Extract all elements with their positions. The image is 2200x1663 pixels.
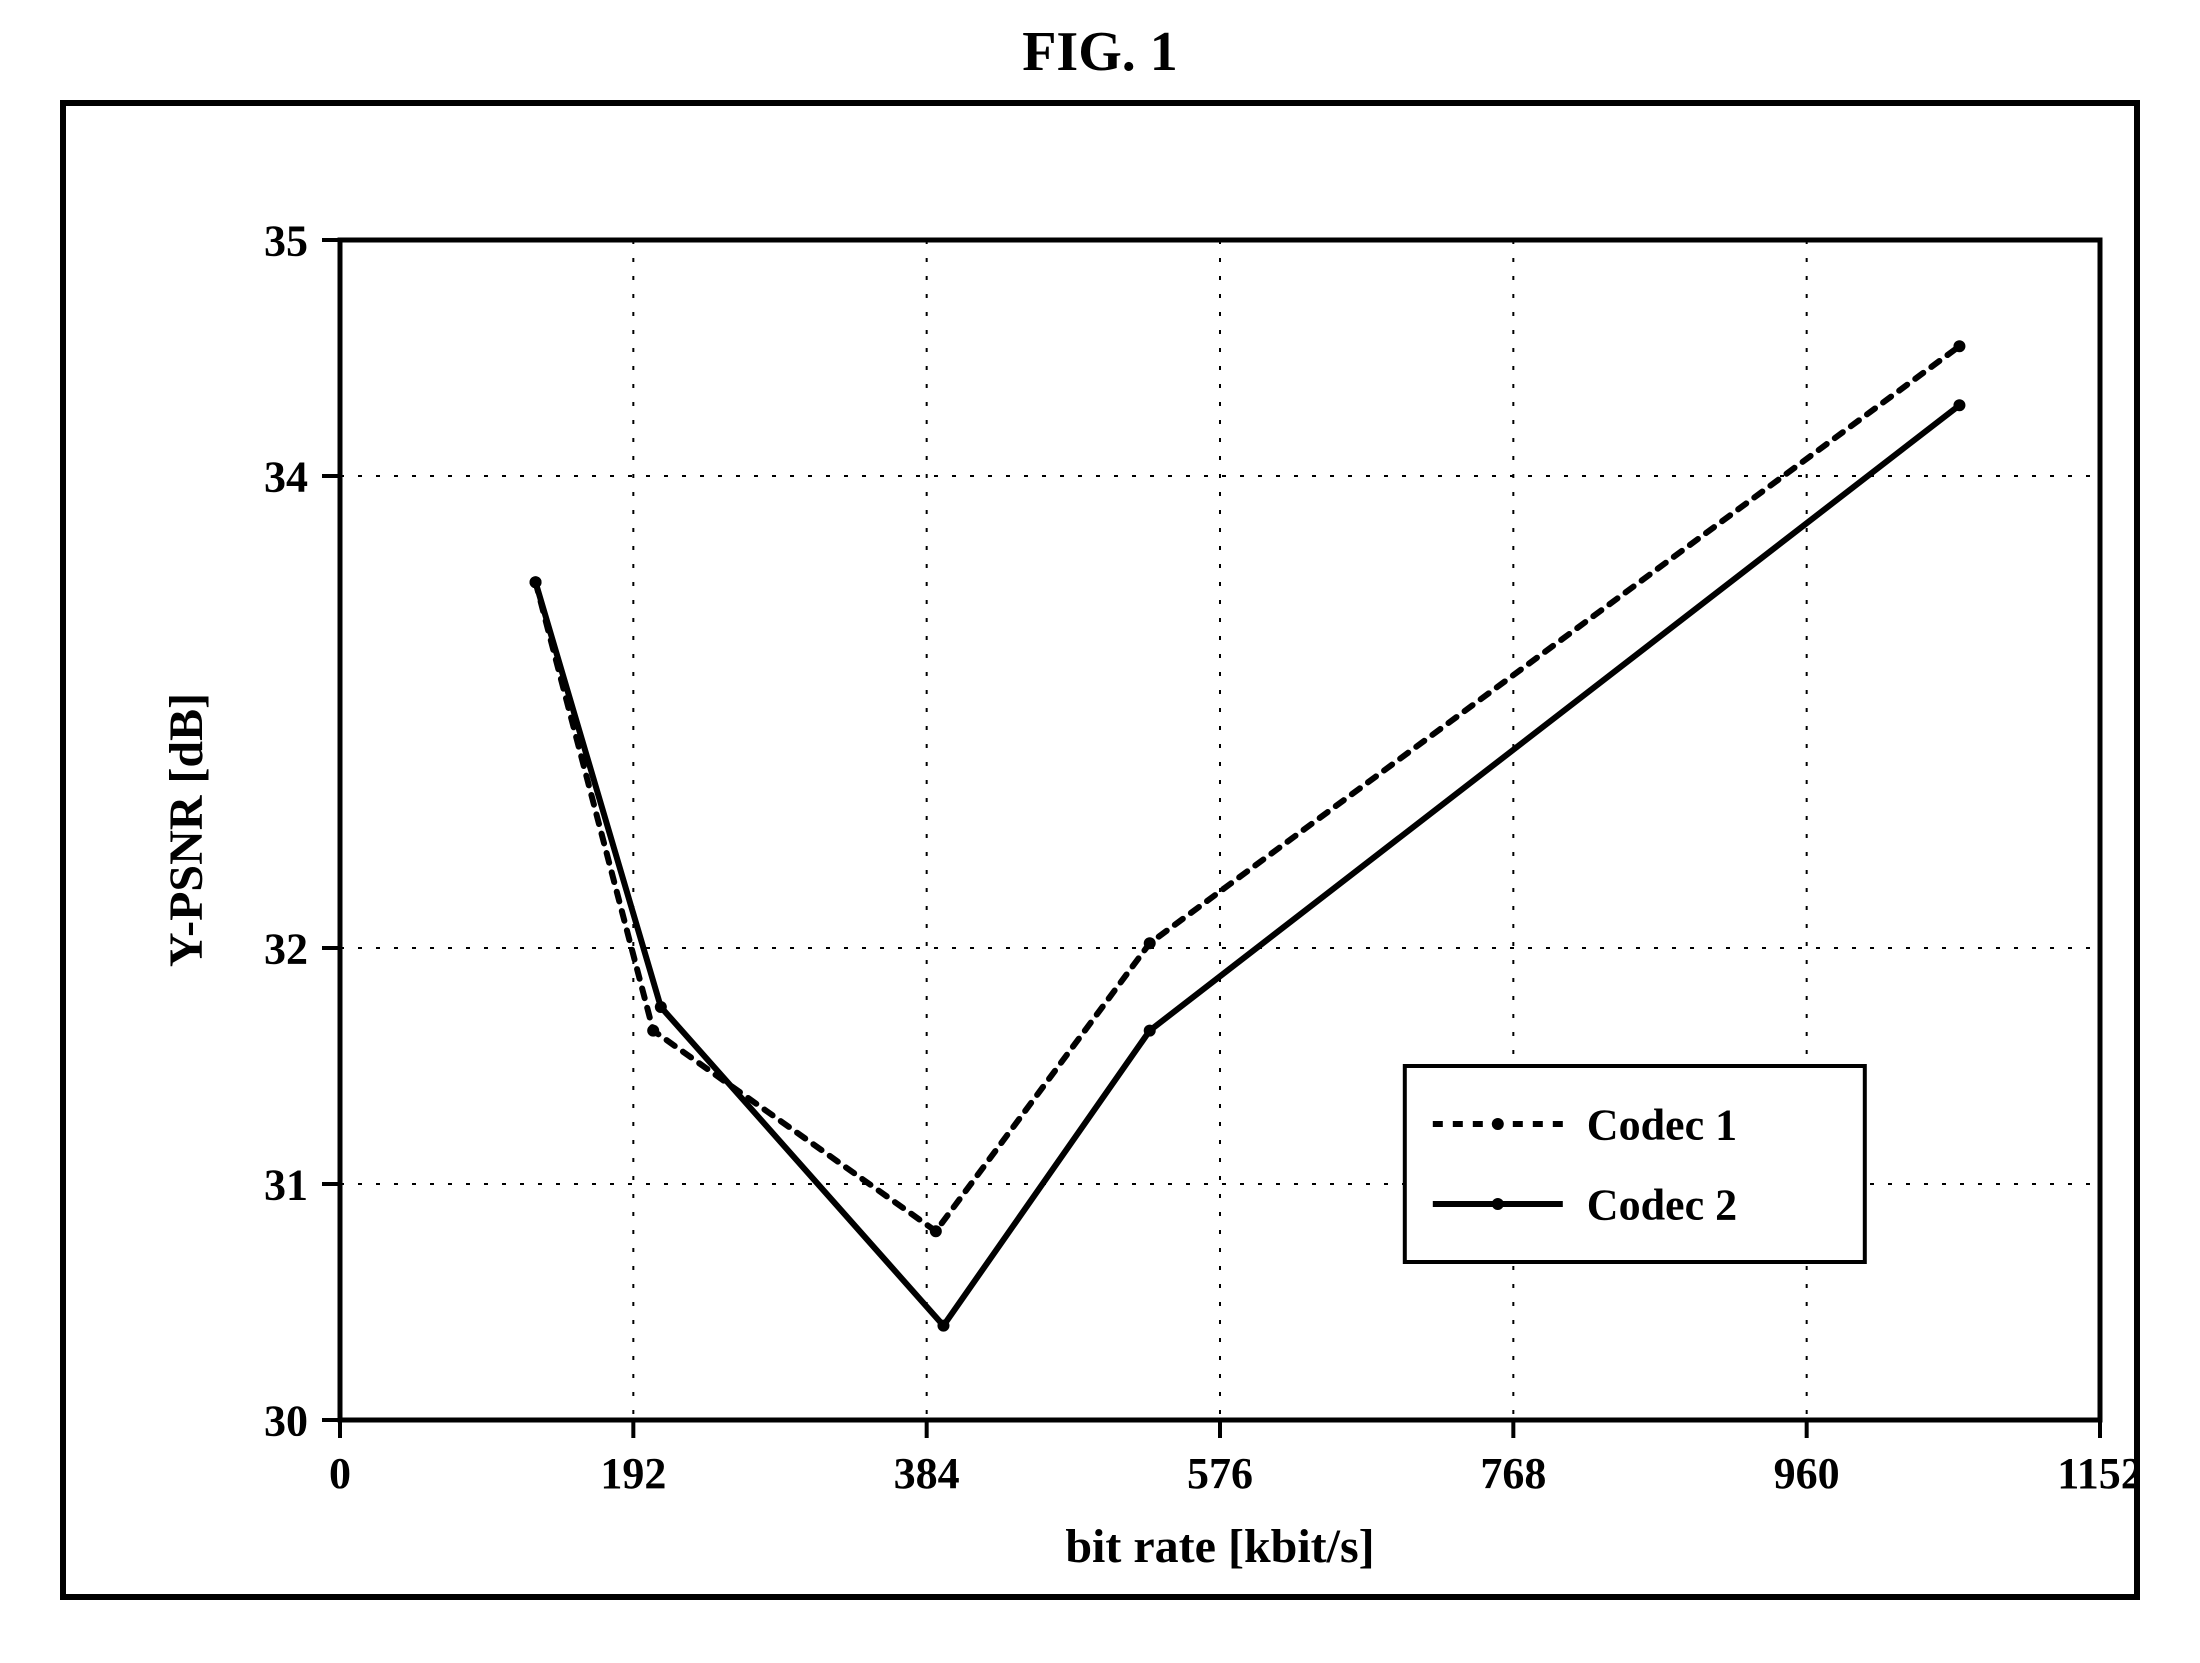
series-marker-0 <box>1953 340 1965 352</box>
y-tick-label: 34 <box>264 452 308 501</box>
series-marker-0 <box>930 1225 942 1237</box>
legend-swatch-marker <box>1492 1118 1504 1130</box>
legend-label: Codec 1 <box>1587 1100 1737 1149</box>
x-tick-label: 384 <box>894 1449 960 1498</box>
y-tick-label: 32 <box>264 924 308 973</box>
y-axis-label: Y-PSNR [dB] <box>160 693 213 967</box>
series-marker-0 <box>647 1025 659 1037</box>
x-tick-label: 768 <box>1480 1449 1546 1498</box>
series-marker-1 <box>937 1320 949 1332</box>
legend-label: Codec 2 <box>1587 1180 1737 1229</box>
y-tick-label: 30 <box>264 1396 308 1445</box>
legend-box <box>1405 1066 1865 1262</box>
legend-swatch-marker <box>1492 1198 1504 1210</box>
x-tick-label: 960 <box>1774 1449 1840 1498</box>
outer-frame <box>63 103 2137 1597</box>
figure-title: FIG. 1 <box>0 20 2200 84</box>
y-tick-label: 31 <box>264 1160 308 1209</box>
series-marker-1 <box>530 576 542 588</box>
series-marker-0 <box>1144 937 1156 949</box>
series-marker-1 <box>655 1001 667 1013</box>
x-tick-label: 0 <box>329 1449 351 1498</box>
series-marker-1 <box>1144 1025 1156 1037</box>
series-marker-1 <box>1953 399 1965 411</box>
x-tick-label: 192 <box>600 1449 666 1498</box>
x-axis-label: bit rate [kbit/s] <box>1065 1520 1374 1573</box>
y-tick-label: 35 <box>264 216 308 265</box>
page: FIG. 1 0 192 384 576 768 960 1152 30 31 32 34 35 bit… <box>0 0 2200 1663</box>
chart-svg: 0 192 384 576 768 960 1152 30 31 32 34 35 bit rate [… <box>60 100 2140 1600</box>
x-tick-label: 576 <box>1187 1449 1253 1498</box>
x-tick-label: 1152 <box>2057 1449 2140 1498</box>
chart-container: 0 192 384 576 768 960 1152 30 31 32 34 35 bit rate [… <box>60 100 2140 1600</box>
